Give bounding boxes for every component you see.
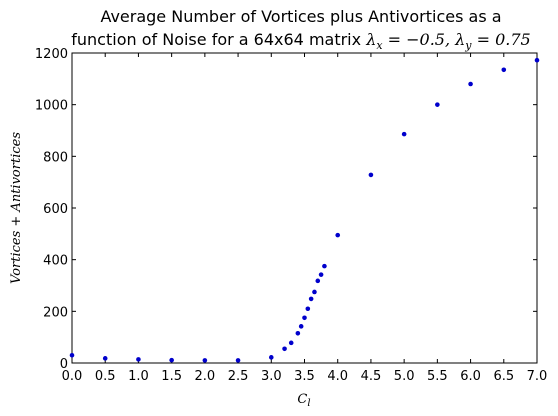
x-tick-label: 0.5 xyxy=(95,369,116,384)
x-tick-label: 4.0 xyxy=(327,369,348,384)
x-tick-label: 4.5 xyxy=(361,369,382,384)
data-point xyxy=(501,67,507,73)
data-point xyxy=(69,352,75,358)
data-point xyxy=(295,330,301,336)
data-point xyxy=(318,272,324,277)
data-point xyxy=(435,102,440,107)
data-point xyxy=(136,357,141,362)
y-axis-label: Vortices + Antivortices xyxy=(9,132,24,284)
y-tick-label: 200 xyxy=(43,305,68,320)
y-tick-label: 1200 xyxy=(35,47,68,62)
x-tick-label: 0.0 xyxy=(62,369,83,384)
plot-area: 0.0 0.5 1.0 1.5 2.0 2.5 3.0 3.5 4.0 4.5 5.0 5.5 6.0 6… xyxy=(35,47,547,384)
x-tick-label: 2.0 xyxy=(195,369,216,384)
chart-title-line-2: function of Noise for a 64x64 matrix λx … xyxy=(71,30,530,52)
x-tick-label: 2.5 xyxy=(228,369,249,384)
y-tick-label: 800 xyxy=(43,150,68,165)
y-tick-label: 0 xyxy=(60,357,68,372)
data-point xyxy=(335,232,341,238)
x-axis-label: Cl xyxy=(297,392,310,409)
x-tick-label: 1.5 xyxy=(161,369,182,384)
data-point xyxy=(288,340,294,346)
y-tick-label: 1000 xyxy=(35,99,68,114)
data-point xyxy=(534,57,540,63)
data-point xyxy=(302,315,307,321)
x-tick-label: 5.0 xyxy=(394,369,415,384)
x-tick-label: 1.0 xyxy=(128,369,149,384)
chart-title-line-1: Average Number of Vortices plus Antivort… xyxy=(100,7,501,26)
data-point xyxy=(368,172,374,178)
data-point xyxy=(305,306,311,312)
x-tick-label: 3.0 xyxy=(261,369,282,384)
data-point xyxy=(401,131,407,137)
data-point xyxy=(235,358,241,363)
data-point xyxy=(268,355,274,360)
x-tick-label: 3.5 xyxy=(294,369,315,384)
x-tick-label: 5.5 xyxy=(427,369,448,384)
y-tick-label: 400 xyxy=(43,254,68,269)
data-point xyxy=(312,289,317,295)
data-points xyxy=(69,57,540,363)
data-point xyxy=(308,296,314,302)
data-point xyxy=(315,278,321,284)
x-tick-label: 7.0 xyxy=(527,369,548,384)
data-point xyxy=(202,358,208,363)
data-point xyxy=(322,263,327,269)
data-point xyxy=(468,81,473,87)
data-point xyxy=(102,356,108,361)
data-point xyxy=(282,346,287,352)
data-point xyxy=(169,357,174,363)
x-tick-label: 6.0 xyxy=(460,369,481,384)
y-tick-label: 600 xyxy=(43,202,68,217)
x-tick-label: 6.5 xyxy=(493,369,514,384)
data-point xyxy=(298,324,304,329)
